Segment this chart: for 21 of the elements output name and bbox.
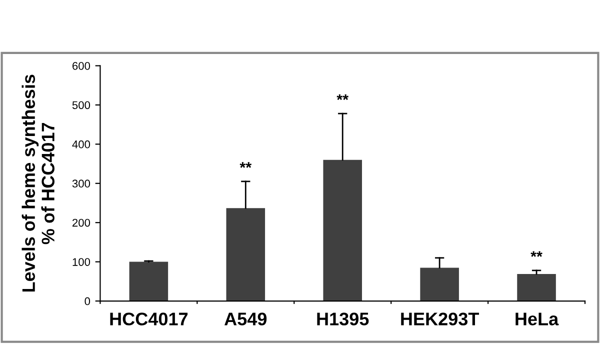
- bar: [420, 268, 459, 302]
- annotation: **: [530, 251, 542, 257]
- bar: [323, 160, 362, 302]
- y-tick-label: 0: [84, 297, 90, 306]
- bar: [129, 262, 168, 302]
- annotation: **: [336, 94, 349, 100]
- x-tick-label: HCC4017: [110, 312, 188, 326]
- y-tick-label: 100: [72, 258, 90, 266]
- y-tick-label: 200: [72, 218, 90, 227]
- x-tick-label: HeLa: [516, 312, 559, 326]
- x-tick-label: A549: [224, 312, 267, 326]
- y-tick-label: 500: [72, 101, 90, 110]
- y-tick-label: 300: [72, 180, 90, 188]
- x-tick-label: HEK293T: [401, 312, 480, 326]
- x-tick-label: H1395: [317, 312, 369, 326]
- bar: [226, 208, 266, 302]
- annotation: **: [240, 162, 252, 168]
- bar: [517, 274, 556, 302]
- y-tick-label: 600: [72, 62, 90, 70]
- y-tick-label: 400: [72, 140, 90, 148]
- y-axis-title: Levels of heme synthesis % of HCC4017: [22, 74, 54, 292]
